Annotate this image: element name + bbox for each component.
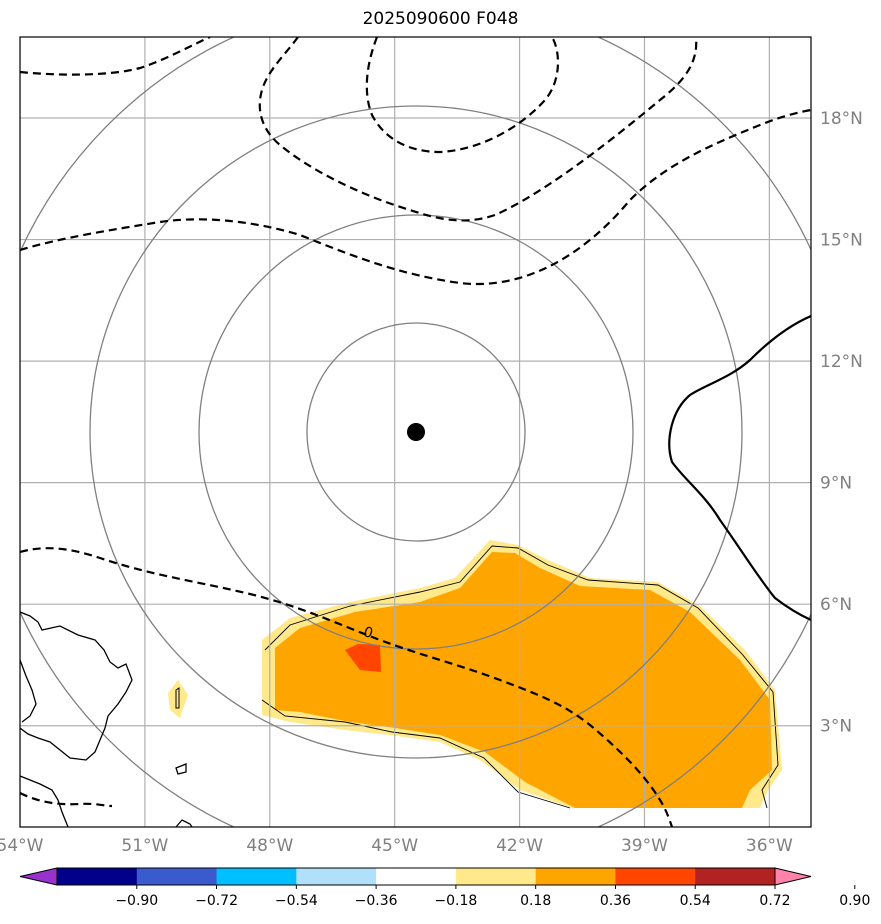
range-ring-1 — [306, 322, 526, 542]
lat-tick-label: 15°N — [820, 231, 863, 251]
colorbar-tick-labels: −0.90 −0.72 −0.54 −0.36 −0.18 0.18 0.36 0.54 0.7… — [115, 893, 870, 909]
dashed-contour-middle-loop — [258, 37, 698, 222]
colorbar-tick-label: −0.18 — [434, 893, 477, 909]
colorbar-segment — [376, 868, 457, 885]
longitude-tick-labels: 54°W 51°W 48°W 45°W 42°W 39°W 36°W — [0, 836, 793, 856]
contour-zero-line — [261, 545, 779, 809]
lon-tick-label: 51°W — [121, 836, 168, 856]
shade-0.54-band — [345, 644, 381, 672]
shade-0.36-band — [275, 552, 772, 808]
shade-small-blob — [168, 680, 188, 718]
colorbar-extend-low — [19, 867, 58, 886]
colorbar-segment — [535, 868, 616, 885]
lat-tick-label: 18°N — [820, 109, 863, 129]
latitude-tick-labels: 3°N 6°N 9°N 12°N 15°N 18°N — [820, 109, 863, 737]
lat-tick-label: 3°N — [820, 717, 852, 737]
colorbar-tick-label: −0.36 — [355, 893, 398, 909]
dashed-contour-south — [20, 547, 674, 827]
range-ring-3 — [89, 105, 743, 759]
dashed-contour-bottom-left — [20, 792, 113, 808]
colorbar-tick-label: 0.36 — [600, 893, 631, 909]
colorbar-tick-label: 0.54 — [680, 893, 711, 909]
solid-contour-east — [668, 314, 811, 622]
colorbar-tick-label: 0.72 — [759, 893, 790, 909]
lon-tick-label: 45°W — [371, 836, 418, 856]
dashed-contours — [20, 37, 811, 827]
storm-center-marker — [407, 423, 425, 441]
colorbar-segment — [455, 868, 537, 885]
colorbar-segment — [136, 868, 218, 885]
colorbar-segment — [57, 868, 138, 885]
colorbar-segment — [615, 868, 696, 885]
shaded-field — [168, 540, 782, 809]
gridlines — [20, 37, 811, 827]
lat-tick-label: 9°N — [820, 474, 852, 494]
colorbar-tick-label: 0.18 — [520, 893, 551, 909]
lon-tick-label: 48°W — [246, 836, 293, 856]
range-ring-2 — [198, 214, 634, 650]
colorbar-segment — [216, 868, 297, 885]
colorbar-tick-label: −0.90 — [115, 893, 158, 909]
coastline — [20, 611, 193, 827]
colorbar-segment — [296, 868, 377, 885]
lon-tick-label: 42°W — [496, 836, 543, 856]
contour-small-blob — [175, 687, 180, 709]
lon-tick-label: 39°W — [621, 836, 668, 856]
map-title: 2025090600 F048 — [362, 9, 519, 29]
lat-tick-label: 6°N — [820, 595, 852, 615]
colorbar-tick-label: −0.54 — [275, 893, 318, 909]
lat-tick-label: 12°N — [820, 352, 863, 372]
colorbar-tick-label: 0.90 — [839, 893, 870, 909]
lon-tick-label: 54°W — [0, 836, 44, 856]
lon-tick-label: 36°W — [746, 836, 793, 856]
dashed-contour-inner-loop — [365, 37, 560, 154]
dashed-contour-west-east — [20, 108, 811, 286]
colorbar-segment — [695, 868, 776, 885]
map-frame — [19, 36, 812, 828]
colorbar-outline — [56, 867, 776, 886]
range-rings — [20, 37, 811, 827]
colorbar-extend-high — [774, 867, 812, 886]
dashed-contour-top-left — [20, 37, 211, 76]
colorbar — [19, 867, 856, 889]
colorbar-tick-label: −0.72 — [195, 893, 238, 909]
